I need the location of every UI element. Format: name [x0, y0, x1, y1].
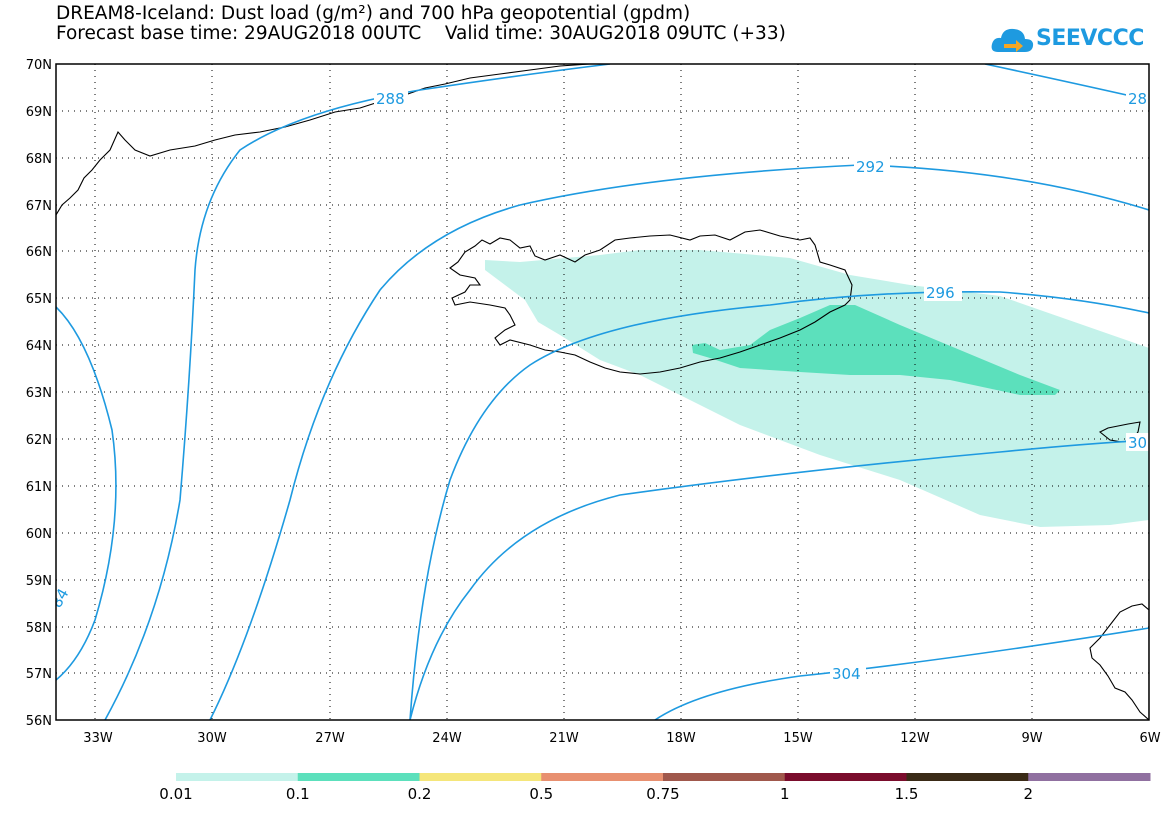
colorbar-tick-label: 0.2	[408, 785, 432, 803]
greenland-coast	[56, 64, 591, 216]
contour-304	[654, 627, 1149, 720]
lon-label: 9W	[1021, 731, 1042, 746]
contour-label-304: 304	[832, 665, 861, 683]
contour-label-288-east: 28	[1128, 90, 1147, 108]
contour-label-296: 296	[926, 284, 955, 302]
lat-label: 56N	[26, 714, 52, 729]
lat-label: 58N	[26, 621, 52, 636]
colorbar-tick-label: 1.5	[895, 785, 919, 803]
contour-label-292: 292	[856, 158, 885, 176]
map-title-line1: DREAM8-Iceland: Dust load (g/m²) and 700…	[56, 3, 691, 24]
iceland-coast	[449, 229, 853, 375]
contour-284	[56, 306, 117, 681]
lon-label: 18W	[666, 731, 696, 746]
colorbar-tick-label: 0.1	[286, 785, 310, 803]
lon-label: 15W	[783, 731, 813, 746]
contour-292	[209, 164, 1149, 720]
colorbar-segment	[906, 773, 1029, 781]
dust-area-medium	[692, 305, 1060, 395]
scotland-coast	[1089, 603, 1149, 720]
lon-label: 6W	[1139, 731, 1160, 746]
lon-label: 30W	[197, 731, 227, 746]
lat-label: 70N	[26, 58, 52, 73]
seevccc-logo: SEEVCCC	[990, 22, 1144, 58]
geopotential-contours	[56, 64, 1149, 720]
lat-label: 57N	[26, 667, 52, 682]
lat-label: 68N	[26, 152, 52, 167]
lon-label: 21W	[549, 731, 579, 746]
colorbar-segment	[176, 773, 299, 781]
lat-label: 59N	[26, 574, 52, 589]
longitude-labels: 33W 30W 27W 24W 21W 18W 15W 12W 9W 6W	[83, 731, 1160, 746]
lat-label: 60N	[26, 527, 52, 542]
colorbar-tick-label: 0.01	[159, 785, 192, 803]
contour-288	[104, 64, 611, 720]
colorbar-tick-label: 1	[780, 785, 790, 803]
lon-label: 24W	[432, 731, 462, 746]
lon-label: 12W	[900, 731, 930, 746]
contour-288-east	[984, 64, 1149, 101]
dust-area-light	[485, 250, 1149, 527]
colorbar-tick-label: 2	[1023, 785, 1033, 803]
map-title-line2: Forecast base time: 29AUG2018 00UTC Vali…	[56, 23, 786, 44]
lon-label: 27W	[315, 731, 345, 746]
lat-label: 64N	[26, 339, 52, 354]
latitude-labels: 70N 69N 68N 67N 66N 65N 64N 63N 62N 61N …	[26, 58, 52, 729]
colorbar-segment	[541, 773, 664, 781]
lat-label: 69N	[26, 105, 52, 120]
colorbar-segment	[1028, 773, 1151, 781]
cloud-icon	[991, 28, 1034, 52]
colorbar-tick-label: 0.75	[646, 785, 679, 803]
lat-label: 63N	[26, 386, 52, 401]
lat-label: 65N	[26, 292, 52, 307]
colorbar: 0.01 0.1 0.2 0.5 0.75 1 1.5 2	[159, 773, 1151, 803]
map-frame	[55, 63, 1150, 721]
logo-text: SEEVCCC	[1036, 26, 1144, 51]
graticule	[56, 64, 1149, 720]
lon-label: 33W	[83, 731, 113, 746]
contour-label-300: 30	[1128, 434, 1147, 452]
contour-labels: 288 28 292 296 30 84 304	[56, 90, 1149, 683]
lat-label: 61N	[26, 480, 52, 495]
colorbar-tick-label: 0.5	[529, 785, 553, 803]
colorbar-segment	[297, 773, 420, 781]
coastlines	[56, 64, 1149, 720]
lat-label: 66N	[26, 245, 52, 260]
colorbar-segment	[663, 773, 786, 781]
faroe-coast	[1098, 421, 1141, 443]
colorbar-segment	[784, 773, 907, 781]
contour-296	[409, 290, 1149, 720]
contour-label-288: 288	[376, 90, 405, 108]
colorbar-segment	[419, 773, 542, 781]
contour-300	[409, 439, 1149, 720]
lat-label: 67N	[26, 199, 52, 214]
lat-label: 62N	[26, 433, 52, 448]
